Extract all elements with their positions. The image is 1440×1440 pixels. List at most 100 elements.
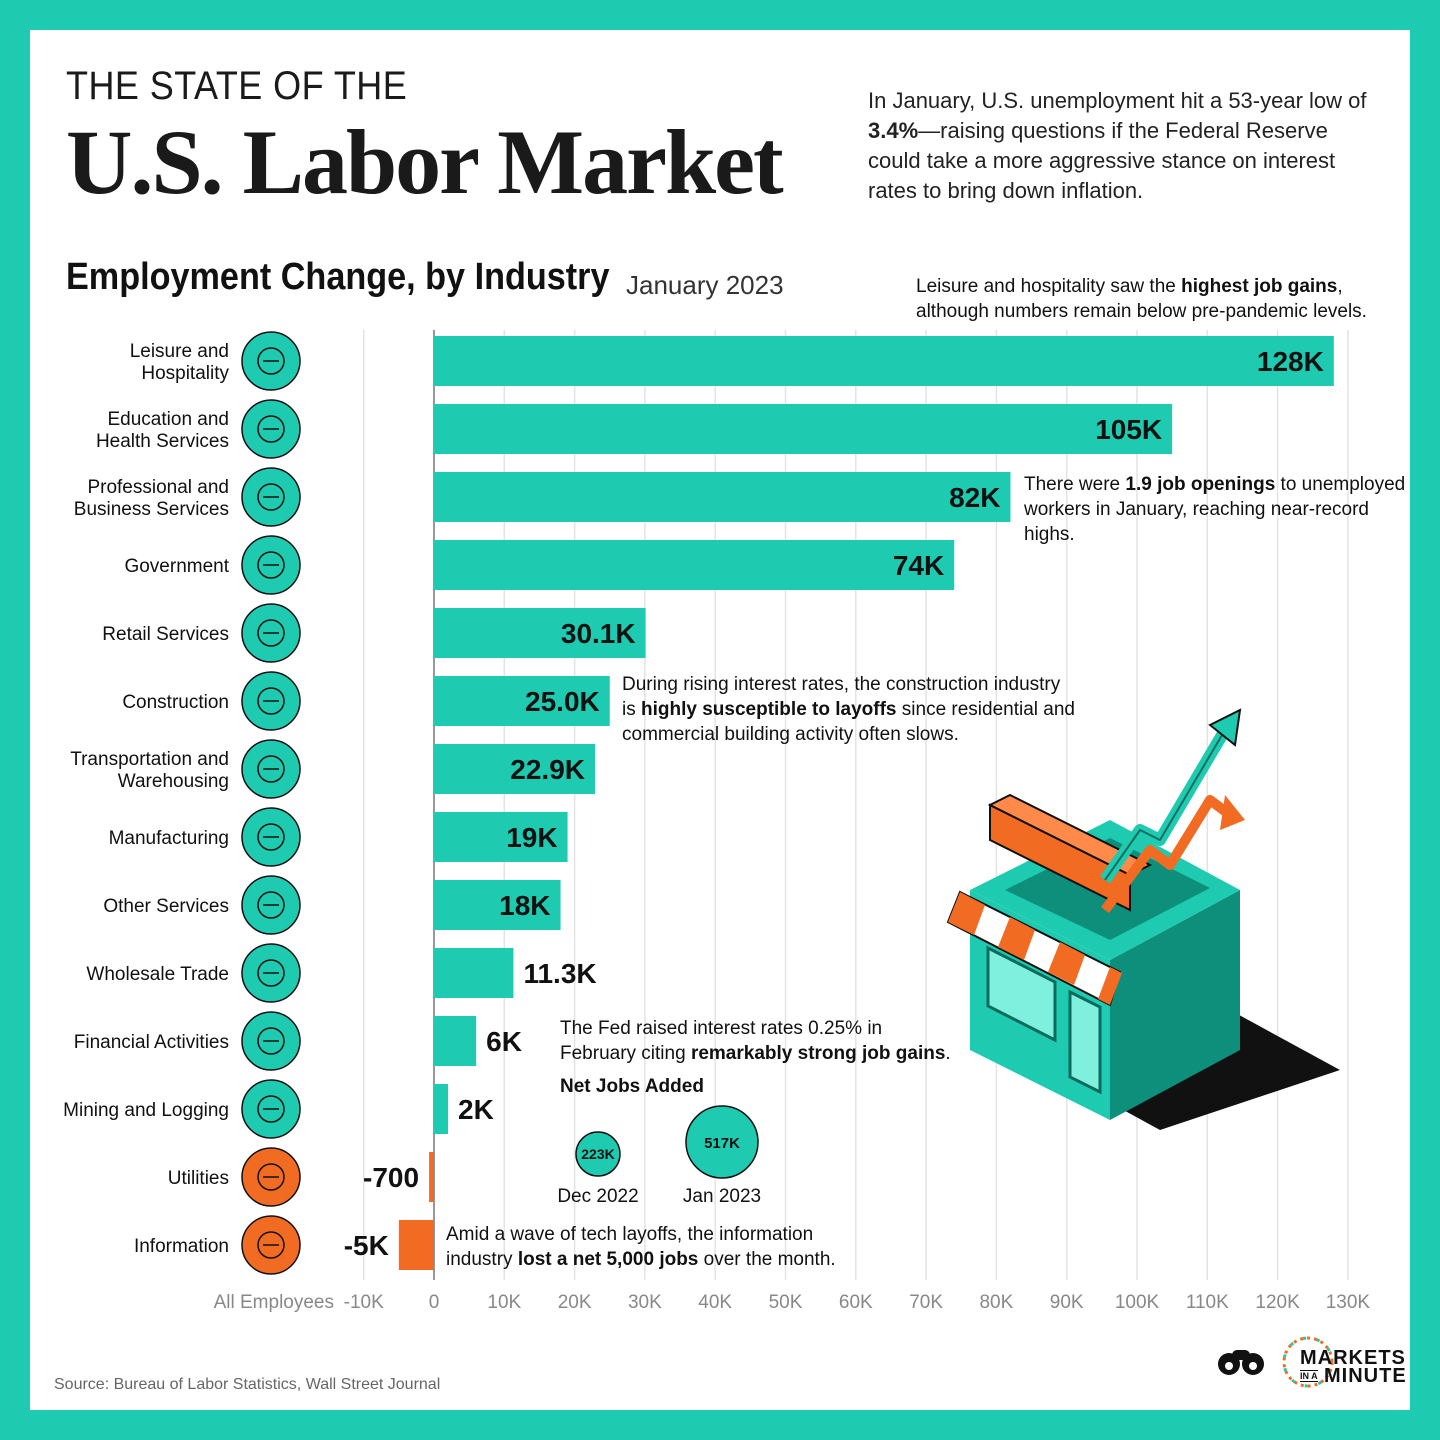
category-label: Hospitality (141, 363, 229, 384)
chart-category-icons (241, 331, 301, 1275)
chart-subtitle: January 2023 (626, 270, 784, 300)
chart-bars (398, 336, 1334, 1270)
x-tick-label: 20K (558, 1292, 592, 1313)
bar (434, 608, 646, 658)
x-tick-label: 70K (909, 1292, 943, 1313)
annotation-leisure: Leisure and hospitality saw the highest … (916, 276, 1367, 322)
bar-value-label: -700 (363, 1162, 419, 1193)
x-tick-label: 40K (698, 1292, 732, 1313)
markets-in-a-minute-ring-icon (1282, 1336, 1334, 1388)
people-icon (241, 467, 301, 527)
bar-value-label: 19K (506, 822, 557, 853)
bar-value-label: 25.0K (525, 686, 600, 717)
magnifier-icon (241, 1215, 301, 1275)
page-title: U.S. Labor Market (66, 111, 784, 213)
logo-in-a: IN A (1300, 1370, 1318, 1382)
logo-markets: MARKETS (1300, 1347, 1406, 1369)
x-tick-label: 130K (1326, 1292, 1371, 1313)
truck-icon (241, 943, 301, 1003)
x-tick-label: 110K (1186, 1292, 1229, 1313)
binoculars-logo-icon (1218, 1350, 1264, 1375)
category-label: Utilities (168, 1168, 229, 1189)
bar-value-label: -5K (344, 1230, 389, 1261)
category-label: Construction (122, 692, 229, 713)
bar (434, 1016, 477, 1066)
x-tick-label: 10K (487, 1292, 521, 1313)
bar (434, 880, 561, 930)
chart-x-ticks: -10K 0 10K 20K 30K 40K 50K 60K 70K 80K 90K 100K 110K… (344, 1292, 1371, 1313)
bar-value-label: 18K (499, 890, 550, 921)
x-axis-label: All Employees (214, 1292, 334, 1313)
x-tick-label: 120K (1255, 1292, 1300, 1313)
category-label: Education and (108, 409, 230, 430)
x-tick-label: 100K (1115, 1292, 1160, 1313)
government-building-icon (241, 535, 301, 595)
category-label: Health Services (96, 431, 229, 452)
annotation-job-openings: There were 1.9 job openings to unemploye… (1024, 474, 1406, 545)
bubble-dec-2022-value: 223K (581, 1146, 614, 1162)
bar (398, 1220, 434, 1270)
annotation-fed: The Fed raised interest rates 0.25% in F… (560, 1018, 951, 1064)
storefront-illustration (946, 708, 1340, 1130)
crane-hook-icon (241, 671, 301, 731)
bar (434, 336, 1334, 386)
category-label: Wholesale Trade (86, 964, 229, 985)
x-tick-label: 30K (628, 1292, 662, 1313)
annotation-construction: During rising interest rates, the constr… (622, 674, 1075, 745)
source-note: Source: Bureau of Labor Statistics, Wall… (54, 1376, 441, 1393)
bar-value-label: 82K (949, 482, 1000, 513)
beach-palm-icon (241, 331, 301, 391)
x-tick-label: 80K (979, 1292, 1013, 1313)
infographic: THE STATE OF THE U.S. Labor Market In Ja… (30, 30, 1410, 1410)
net-jobs-bubbles: 223K 517K Dec 2022 Jan 2023 (557, 1105, 761, 1207)
category-label: Information (134, 1236, 229, 1257)
bubble-dec-2022 (575, 1131, 621, 1177)
x-tick-label: 90K (1050, 1292, 1084, 1313)
bubble-jan-2023-period: Jan 2023 (683, 1186, 761, 1207)
warehouse-icon (241, 739, 301, 799)
shopping-bag-icon (241, 603, 301, 663)
category-label: Manufacturing (109, 828, 229, 849)
bar (434, 1084, 449, 1134)
bar (434, 676, 610, 726)
category-label: Transportation and (70, 749, 229, 770)
factory-icon (241, 807, 301, 867)
category-label: Warehousing (118, 771, 229, 792)
annotation-information: Amid a wave of tech layoffs, the informa… (446, 1224, 836, 1270)
bubble-dec-2022-period: Dec 2022 (557, 1186, 638, 1207)
bar (434, 812, 568, 862)
bar-value-label: 128K (1257, 346, 1324, 377)
bar (434, 540, 955, 590)
tools-icon (241, 1147, 301, 1207)
bar (434, 948, 514, 998)
category-label: Government (124, 556, 229, 577)
category-label: Other Services (103, 896, 229, 917)
bar-chart: 128K 105K 82K 74K 30.1K 25.0K 22.9K 19K 18K 11.3K… (63, 330, 1371, 1313)
bar-value-label: 74K (893, 550, 944, 581)
money-bag-icon (241, 1011, 301, 1071)
bar (429, 1152, 434, 1202)
bar (434, 744, 595, 794)
category-label: Leisure and (130, 341, 229, 362)
bar-value-label: 6K (486, 1026, 522, 1057)
chart-value-labels: 128K 105K 82K 74K 30.1K 25.0K 22.9K 19K 18K 11.3K… (344, 346, 1324, 1261)
chart-title: Employment Change, by Industry (66, 256, 610, 298)
title-top: THE STATE OF THE (66, 64, 408, 108)
shovel-icon (241, 1079, 301, 1139)
category-label: Professional and (87, 477, 229, 498)
bar-value-label: 2K (458, 1094, 494, 1125)
gear-icon (241, 875, 301, 935)
bar (434, 472, 1011, 522)
bar-value-label: 11.3K (523, 958, 596, 989)
category-label: Financial Activities (74, 1032, 229, 1053)
bubble-jan-2023 (685, 1105, 759, 1179)
category-label: Mining and Logging (63, 1100, 229, 1121)
x-tick-label: 60K (839, 1292, 873, 1313)
bar-value-label: 30.1K (561, 618, 636, 649)
x-tick-label: 0 (429, 1292, 440, 1313)
net-jobs-title: Net Jobs Added (560, 1076, 704, 1097)
category-label: Retail Services (102, 624, 229, 645)
x-tick-label: 50K (769, 1292, 803, 1313)
bar-value-label: 105K (1095, 414, 1162, 445)
